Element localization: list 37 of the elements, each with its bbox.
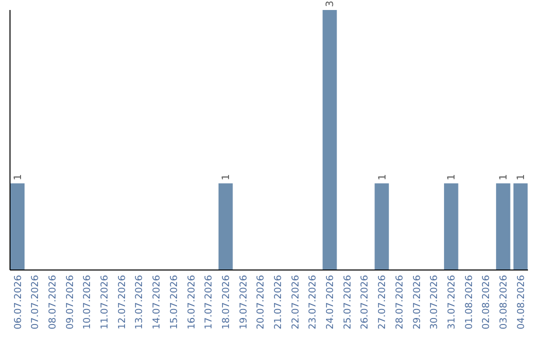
x-tick-label: 25.07.2026 [342,275,354,330]
data-label: 1 [446,174,458,180]
data-label: 1 [221,174,232,180]
x-tick-label: 21.07.2026 [273,275,284,330]
x-tick-label: 12.07.2026 [116,275,128,330]
x-tick-label: 15.07.2026 [168,275,180,330]
x-tick-label: 24.07.2026 [325,275,336,330]
x-tick-label: 26.07.2026 [360,275,371,330]
x-tick-label: 20.07.2026 [256,275,267,330]
x-tick-label: 09.07.2026 [64,275,76,330]
x-tick-label: 29.07.2026 [412,275,423,330]
x-tick-label: 31.07.2026 [446,275,458,330]
data-label: 1 [516,174,528,180]
x-tick-label: 27.07.2026 [377,275,388,330]
x-tick-label: 30.07.2026 [429,275,440,330]
x-tick-label: 10.07.2026 [82,275,94,330]
x-tick-label: 16.07.2026 [186,275,198,330]
x-tick-label: 14.07.2026 [152,275,163,330]
data-label: 3 [325,0,336,7]
x-tick-label: 19.07.2026 [238,275,250,330]
x-tick-label: 18.07.2026 [220,275,232,330]
x-tick-label: 07.07.2026 [30,275,42,330]
x-tick-label: 01.08.2026 [464,275,475,330]
x-tick-label: 06.07.2026 [12,275,24,330]
x-tick-label: 17.07.2026 [204,275,215,330]
data-label: 1 [377,174,388,180]
x-tick-label: 11.07.2026 [100,275,111,330]
x-tick-label: 02.08.2026 [481,275,492,330]
x-tick-label: 08.07.2026 [47,275,58,330]
data-label: 1 [498,174,510,180]
x-tick-label: 04.08.2026 [516,275,527,330]
x-tick-label: 23.07.2026 [308,275,319,330]
x-tick-label: 13.07.2026 [134,275,146,330]
x-tick-label: 22.07.2026 [290,275,302,330]
x-tick-label: 03.08.2026 [498,275,510,330]
x-tick-label: 28.07.2026 [394,275,406,330]
data-label: 1 [12,174,24,180]
